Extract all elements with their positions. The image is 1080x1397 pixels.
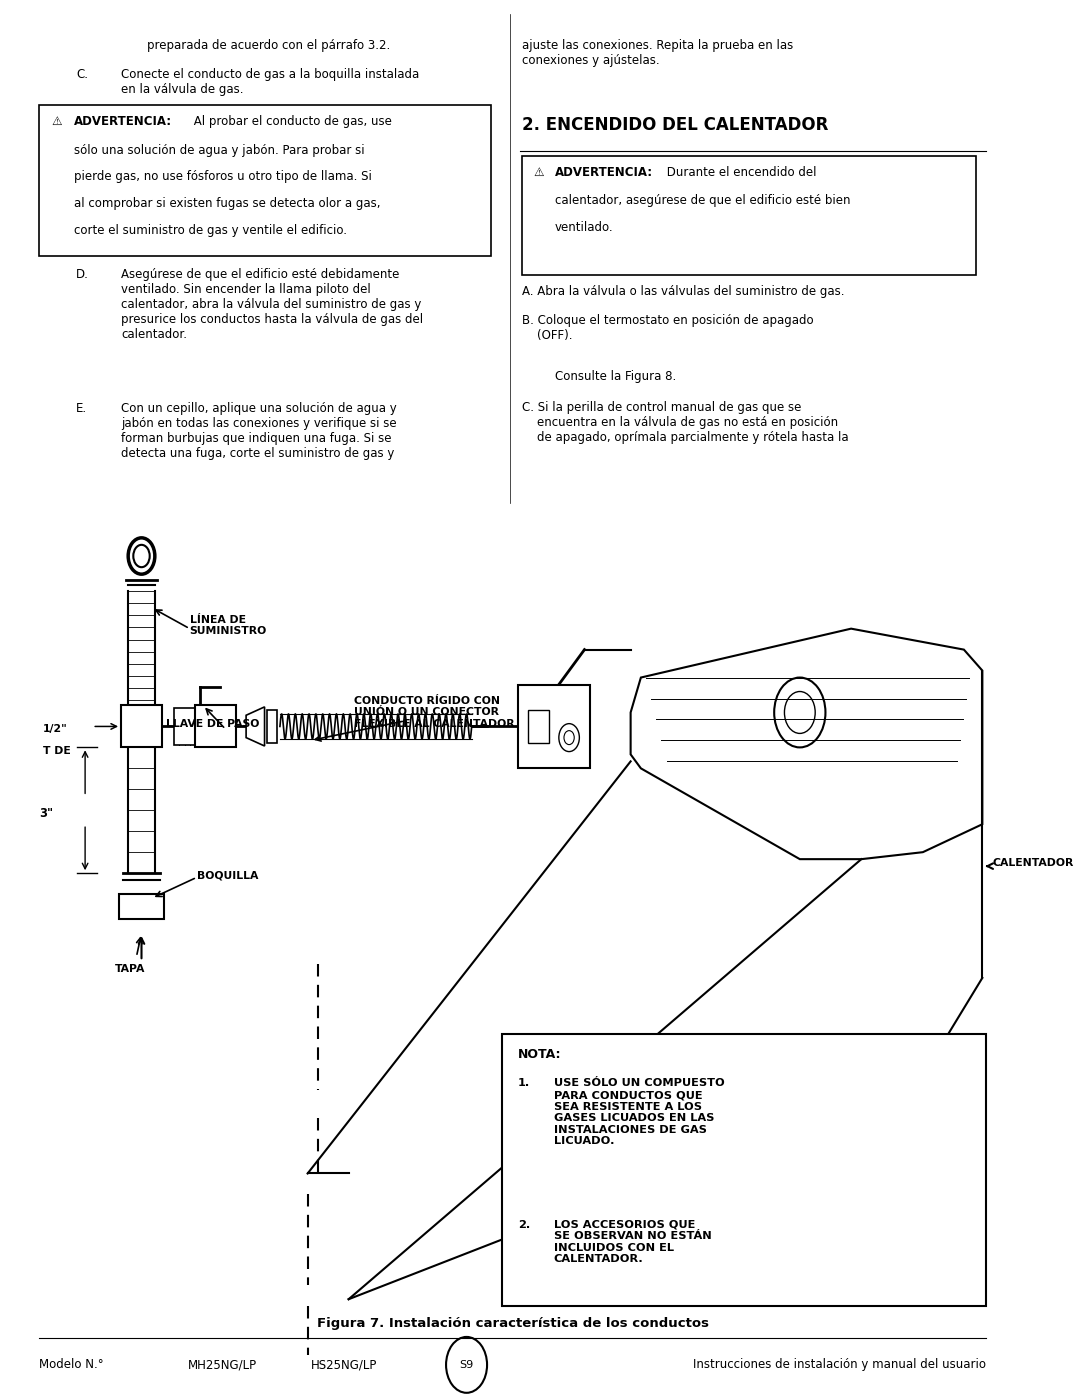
Text: pierde gas, no use fósforos u otro tipo de llama. Si: pierde gas, no use fósforos u otro tipo …: [73, 170, 372, 183]
Text: ADVERTENCIA:: ADVERTENCIA:: [73, 115, 172, 127]
Bar: [121, 705, 162, 747]
Text: C.: C.: [76, 68, 87, 81]
Text: ⚠: ⚠: [534, 166, 543, 179]
Text: preparada de acuerdo con el párrafo 3.2.: preparada de acuerdo con el párrafo 3.2.: [147, 39, 390, 52]
Text: Con un cepillo, aplique una solución de agua y
jabón en todas las conexiones y v: Con un cepillo, aplique una solución de …: [121, 402, 396, 461]
Text: sólo una solución de agua y jabón. Para probar si: sólo una solución de agua y jabón. Para …: [73, 144, 364, 156]
Text: B. Coloque el termostato en posición de apagado
    (OFF).: B. Coloque el termostato en posición de …: [522, 314, 813, 342]
Text: E.: E.: [76, 402, 87, 415]
Polygon shape: [246, 707, 265, 746]
Text: S9: S9: [459, 1359, 474, 1370]
Text: ⚠: ⚠: [51, 115, 62, 127]
Text: LOS ACCESORIOS QUE
SE OBSERVAN NO ESTÁN
INCLUIDOS CON EL
CALENTADOR.: LOS ACCESORIOS QUE SE OBSERVAN NO ESTÁN …: [554, 1220, 712, 1264]
Text: 2.: 2.: [517, 1220, 530, 1229]
Text: CONDUCTO RÍGIDO CON
UNIÓN O UN CONECTOR
FLEXIBLE AL CALENTADOR: CONDUCTO RÍGIDO CON UNIÓN O UN CONECTOR …: [354, 696, 514, 729]
Text: HS25NG/LP: HS25NG/LP: [311, 1358, 377, 1372]
Text: calentador, asegúrese de que el edificio esté bien: calentador, asegúrese de que el edificio…: [555, 194, 850, 207]
Text: corte el suministro de gas y ventile el edificio.: corte el suministro de gas y ventile el …: [73, 224, 347, 236]
FancyBboxPatch shape: [502, 1034, 986, 1306]
Text: al comprobar si existen fugas se detecta olor a gas,: al comprobar si existen fugas se detecta…: [73, 197, 380, 210]
Text: BOQUILLA: BOQUILLA: [197, 870, 258, 880]
FancyBboxPatch shape: [522, 156, 976, 275]
Text: C. Si la perilla de control manual de gas que se
    encuentra en la válvula de : C. Si la perilla de control manual de ga…: [522, 401, 849, 444]
Text: CALENTADOR: CALENTADOR: [993, 858, 1074, 869]
Text: 1/2": 1/2": [43, 724, 68, 733]
Text: Asegúrese de que el edificio esté debidamente
ventilado. Sin encender la llama p: Asegúrese de que el edificio esté debida…: [121, 268, 423, 341]
Text: Al probar el conducto de gas, use: Al probar el conducto de gas, use: [190, 115, 392, 127]
Bar: [194, 705, 235, 747]
Text: NOTA:: NOTA:: [517, 1048, 562, 1060]
Text: USE SÓLO UN COMPUESTO
PARA CONDUCTOS QUE
SEA RESISTENTE A LOS
GASES LICUADOS EN : USE SÓLO UN COMPUESTO PARA CONDUCTOS QUE…: [554, 1078, 725, 1147]
FancyBboxPatch shape: [39, 105, 491, 256]
Bar: [528, 710, 549, 743]
Text: 1.: 1.: [517, 1078, 530, 1088]
Text: Instrucciones de instalación y manual del usuario: Instrucciones de instalación y manual de…: [693, 1358, 986, 1372]
Text: T DE: T DE: [43, 746, 71, 756]
Bar: [517, 685, 590, 768]
Text: Consulte la Figura 8.: Consulte la Figura 8.: [555, 370, 676, 383]
Text: 2. ENCENDIDO DEL CALENTADOR: 2. ENCENDIDO DEL CALENTADOR: [522, 116, 828, 134]
Text: Durante el encendido del: Durante el encendido del: [663, 166, 816, 179]
Text: Figura 7. Instalación característica de los conductos: Figura 7. Instalación característica de …: [316, 1317, 708, 1330]
Text: A. Abra la válvula o las válvulas del suministro de gas.: A. Abra la válvula o las válvulas del su…: [522, 285, 845, 298]
Text: Modelo N.°: Modelo N.°: [39, 1358, 104, 1372]
Text: MH25NG/LP: MH25NG/LP: [188, 1358, 257, 1372]
Text: LLAVE DE PASO: LLAVE DE PASO: [166, 719, 259, 729]
Text: LÍNEA DE
SUMINISTRO: LÍNEA DE SUMINISTRO: [190, 615, 267, 636]
Bar: [267, 710, 276, 743]
Bar: [119, 894, 164, 919]
Text: Conecte el conducto de gas a la boquilla instalada
en la válvula de gas.: Conecte el conducto de gas a la boquilla…: [121, 68, 419, 96]
Text: D.: D.: [76, 268, 89, 281]
Text: TAPA: TAPA: [114, 964, 145, 974]
Bar: [174, 708, 194, 745]
Text: 3": 3": [39, 807, 53, 820]
Text: ajuste las conexiones. Repita la prueba en las
conexiones y ajústelas.: ajuste las conexiones. Repita la prueba …: [522, 39, 793, 67]
Text: ventilado.: ventilado.: [555, 221, 613, 233]
Polygon shape: [631, 629, 983, 859]
Text: ADVERTENCIA:: ADVERTENCIA:: [555, 166, 653, 179]
